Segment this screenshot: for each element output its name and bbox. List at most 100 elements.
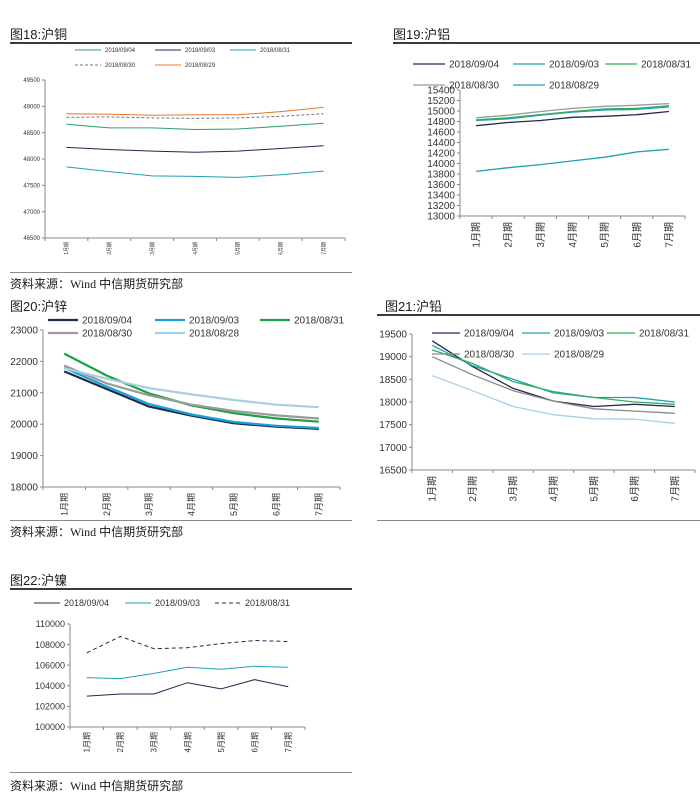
x-tick-label: 3月期 — [150, 732, 159, 752]
x-tick-label: 2月期 — [503, 222, 515, 248]
y-tick-label: 49000 — [23, 104, 40, 110]
series-line — [431, 344, 675, 403]
legend-label: 2018/08/29 — [549, 81, 599, 92]
x-tick-label: 4月期 — [193, 242, 199, 255]
y-tick-label: 104000 — [35, 681, 65, 691]
chart-panel-nickel: 图22:沪镍 100000 102000 104000 106000 108000 110… — [0, 560, 352, 800]
x-tick-label: 3月期 — [508, 476, 520, 502]
y-tick-label: 108000 — [35, 640, 65, 650]
y-tick-label: 21000 — [10, 388, 38, 399]
chart-panel-aluminum: 图19:沪铝 13000 13200 13400 13600 13800 14000 142… — [385, 0, 700, 290]
series-line — [66, 106, 324, 116]
series-line — [63, 370, 319, 430]
x-tick-label: 4月期 — [183, 732, 192, 752]
x-tick-label: 7月期 — [663, 222, 675, 248]
x-tick-label: 5月期 — [588, 476, 600, 502]
series-line — [476, 110, 669, 127]
series-line — [63, 366, 319, 430]
source-note: 资料来源：Wind 中信期货研究部 — [10, 277, 184, 291]
series-line — [431, 375, 675, 424]
y-tick-label: 19500 — [379, 330, 407, 341]
legend-label: 2018/09/04 — [64, 598, 109, 608]
series-line — [86, 679, 289, 697]
legend-label: 2018/08/30 — [464, 350, 514, 361]
source-rule — [377, 520, 700, 521]
legend-label: 2018/08/29 — [554, 350, 604, 361]
legend-label: 2018/08/31 — [639, 329, 689, 340]
x-tick-label: 5月期 — [229, 493, 239, 516]
y-tick-label: 20000 — [10, 420, 38, 431]
source-note: 资料来源：Wind 中信期货研究部 — [10, 779, 184, 793]
x-tick-label: 7月期 — [284, 732, 293, 752]
legend-label: 2018/08/31 — [260, 48, 291, 54]
legend-label: 2018/09/03 — [189, 316, 239, 327]
title-rule — [10, 588, 352, 590]
chart-title: 图18:沪铜 — [10, 27, 68, 42]
y-tick-label: 47500 — [23, 183, 40, 189]
y-tick-label: 17000 — [379, 443, 407, 454]
y-tick-label: 13800 — [427, 170, 455, 181]
chart-panel-zinc: 图20:沪锌 18000 19000 20000 21000 22000 23000 1月期… — [0, 292, 352, 542]
y-tick-label: 100000 — [35, 722, 65, 732]
title-rule — [393, 42, 700, 44]
y-tick-label: 18000 — [10, 483, 38, 494]
title-rule — [10, 42, 352, 44]
x-tick-label: 4月期 — [548, 476, 560, 502]
chart-title: 图20:沪锌 — [10, 299, 68, 314]
legend-label: 2018/09/04 — [464, 329, 514, 340]
chart-svg-lead: 16500 17000 17500 18000 18500 19000 19500 1月期 2月… — [379, 329, 696, 502]
y-tick-label: 49500 — [23, 78, 40, 84]
chart-svg-zinc: 18000 19000 20000 21000 22000 23000 1月期 2月期 3月期 4… — [10, 316, 344, 517]
x-tick-label: 1月期 — [64, 242, 70, 255]
y-tick-label: 46500 — [23, 236, 40, 242]
x-tick-label: 6月期 — [631, 222, 643, 248]
x-tick-label: 2月期 — [467, 476, 479, 502]
title-rule — [377, 314, 700, 316]
y-tick-label: 48500 — [23, 131, 40, 137]
y-tick-label: 18500 — [379, 375, 407, 386]
series-line — [476, 105, 669, 121]
y-tick-label: 47000 — [23, 210, 40, 216]
series-line — [66, 113, 324, 119]
legend-label: 2018/09/03 — [185, 48, 216, 54]
y-tick-label: 14200 — [427, 149, 455, 160]
x-tick-label: 2月期 — [102, 493, 112, 516]
legend-label: 2018/09/03 — [554, 329, 604, 340]
y-tick-label: 15400 — [427, 86, 455, 97]
y-tick-label: 17500 — [379, 420, 407, 431]
series-line — [86, 635, 289, 654]
x-tick-label: 6月期 — [272, 493, 282, 516]
y-tick-label: 14800 — [427, 117, 455, 128]
x-tick-label: 3月期 — [144, 493, 154, 516]
legend-label: 2018/09/04 — [82, 316, 132, 327]
series-line — [476, 148, 669, 173]
x-tick-label: 7月期 — [314, 493, 324, 516]
source-note: 资料来源：Wind 中信期货研究部 — [10, 525, 184, 539]
legend-label: 2018/08/30 — [82, 329, 132, 340]
chart-panel-copper: 图18:沪铜 46500 47000 47500 48000 48500 49000 495… — [0, 0, 352, 291]
x-tick-label: 4月期 — [187, 493, 197, 516]
y-tick-label: 23000 — [10, 326, 38, 337]
y-tick-label: 13400 — [427, 191, 455, 202]
y-tick-label: 22000 — [10, 357, 38, 368]
legend-label: 2018/09/03 — [549, 60, 599, 71]
x-tick-label: 5月期 — [217, 732, 226, 752]
y-tick-label: 15200 — [427, 96, 455, 107]
series-line — [63, 364, 319, 420]
x-tick-label: 2月期 — [107, 242, 113, 255]
chart-svg-nickel: 100000 102000 104000 106000 108000 110000 1月期 2… — [34, 598, 306, 752]
series-line — [66, 145, 324, 153]
chart-title: 图22:沪镍 — [10, 573, 68, 588]
y-tick-label: 15000 — [427, 107, 455, 118]
source-rule — [10, 520, 352, 521]
chart-panel-lead: 图21:沪铅 16500 17000 17500 18000 18500 19000 195… — [377, 292, 700, 522]
legend-label: 2018/08/28 — [189, 329, 239, 340]
legend-label: 2018/09/04 — [105, 48, 136, 54]
y-tick-label: 13600 — [427, 180, 455, 191]
series-line — [431, 349, 675, 405]
series-line — [63, 367, 319, 409]
x-tick-label: 1月期 — [471, 222, 483, 248]
legend-label: 2018/08/31 — [294, 316, 344, 327]
x-tick-label: 7月期 — [669, 476, 681, 502]
y-tick-label: 18000 — [379, 398, 407, 409]
